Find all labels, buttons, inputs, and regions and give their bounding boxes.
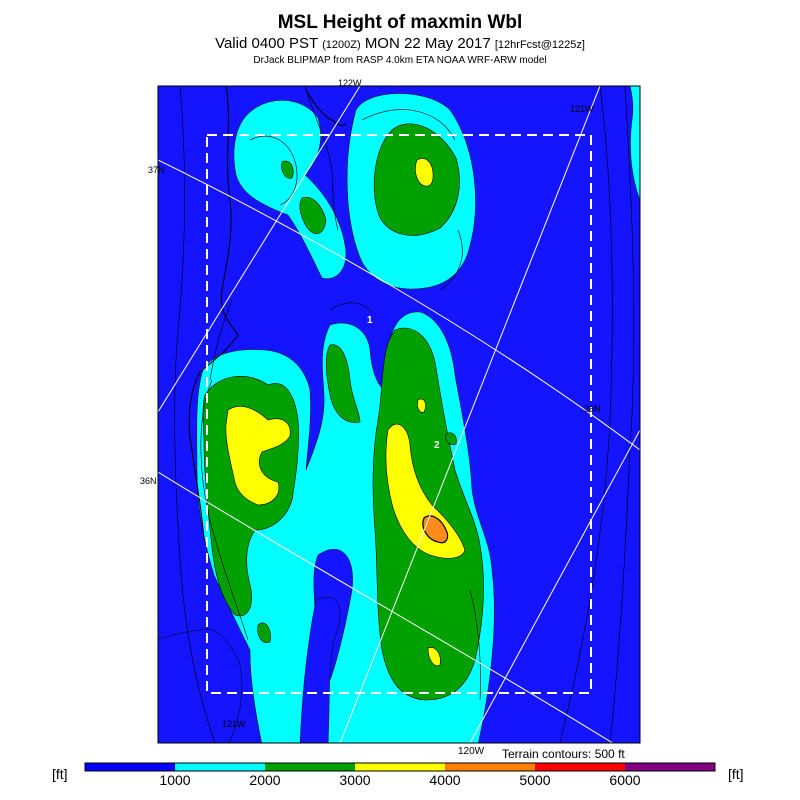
- terrain-note: Terrain contours: 500 ft: [502, 747, 625, 761]
- forecast-label: [12hrFcst@1225z]: [494, 39, 585, 51]
- lon-label-120w: 120W: [458, 746, 485, 757]
- map-field: [158, 86, 640, 743]
- color-bar-segment: [355, 763, 445, 771]
- lon-label-121w-top: 121W: [570, 104, 594, 114]
- lat-label-36n-right: 36N: [584, 404, 601, 414]
- lat-label-36n-left: 36N: [140, 476, 157, 486]
- coastline: [188, 86, 347, 541]
- lon-label-122w: 122W: [338, 78, 362, 88]
- field-bin-3: [225, 158, 466, 666]
- contour-label-1: 1: [367, 315, 373, 326]
- legend-tick-label: 1000: [159, 772, 191, 788]
- legend-unit-right: [ft]: [728, 766, 744, 782]
- contour-label-2: 2: [434, 440, 440, 451]
- color-bar-segment: [85, 763, 175, 771]
- valid-time: Valid 0400 PST (1200Z) MON 22 May 2017 […: [0, 35, 800, 52]
- color-bar-frame: [84, 762, 716, 772]
- lat-label-37n: 37N: [148, 165, 165, 175]
- color-bar-segment: [445, 763, 535, 771]
- lon-label-121w-bottom: 121W: [222, 719, 246, 729]
- legend-tick-label: 3000: [339, 772, 371, 788]
- color-bar-segment: [535, 763, 625, 771]
- legend-tick-label: 4000: [429, 772, 461, 788]
- latlon-grid: [158, 86, 640, 743]
- domain-box: [206, 134, 592, 694]
- color-bar-segment: [175, 763, 265, 771]
- legend-tick-label: 2000: [249, 772, 281, 788]
- valid-utc: (1200Z): [322, 39, 361, 51]
- map-frame: [157, 85, 641, 744]
- color-bar: [84, 762, 716, 772]
- legend-tick-label: 6000: [609, 772, 641, 788]
- color-bar-segment: [265, 763, 355, 771]
- valid-date: MON 22 May 2017: [364, 35, 491, 52]
- field-bin-4: [422, 515, 449, 544]
- color-bar-segment: [625, 763, 715, 771]
- legend-tick-label: 5000: [519, 772, 551, 788]
- terrain-contours: [174, 86, 635, 743]
- chart-title: MSL Height of maxmin Wbl: [277, 12, 523, 33]
- legend-unit-left: [ft]: [52, 766, 68, 782]
- valid-prefix: Valid 0400 PST: [215, 35, 318, 52]
- field-holes: [158, 549, 353, 743]
- credit-line: DrJack BLIPMAP from RASP 4.0km ETA NOAA …: [253, 55, 547, 66]
